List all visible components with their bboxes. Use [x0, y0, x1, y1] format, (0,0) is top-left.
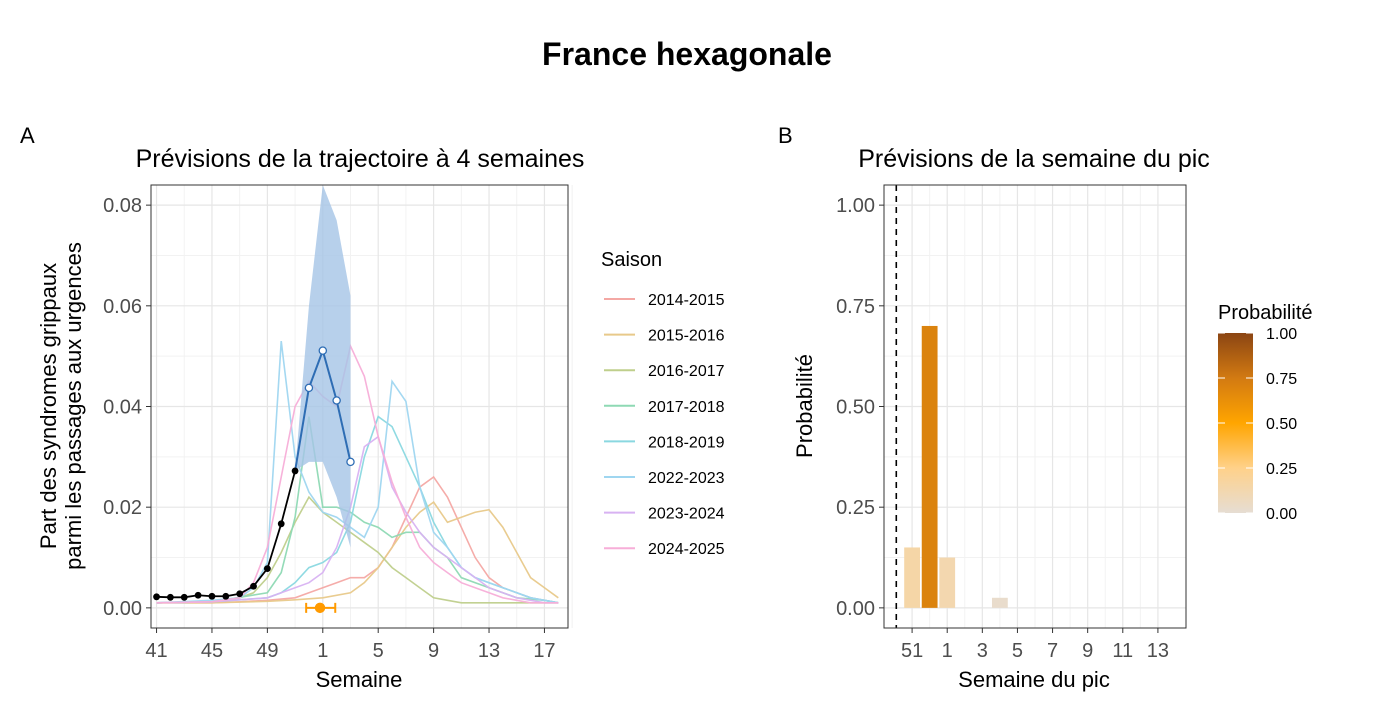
x-tick-label: 13	[478, 640, 500, 662]
panel-a-x-label: Semaine	[316, 667, 403, 692]
y-tick-label: 0.50	[836, 397, 875, 419]
legend-title: Saison	[601, 249, 662, 271]
panel-b: Prévisions de la semaine du pic 0.00 0.25…	[792, 145, 1210, 692]
colorbar-tick-label: 0.25	[1266, 461, 1297, 478]
observed-point	[166, 593, 174, 601]
panel-b-colorbar: Probabilité 1.00 0.75 0.50 0.25 0.00	[1218, 302, 1313, 523]
x-tick-label: 45	[201, 640, 223, 662]
observed-point	[180, 593, 188, 601]
forecast-point	[318, 346, 328, 355]
peak-week-bar	[939, 557, 956, 608]
season-line-2014-2015	[156, 475, 559, 604]
x-tick-label: 17	[533, 640, 555, 662]
y-tick-label: 0.06	[103, 296, 142, 318]
panel-a-x-axis: 41 45 49 1 5 9 13 17	[145, 628, 556, 662]
panel-letter-b: B	[778, 123, 793, 148]
peak-point	[314, 602, 326, 614]
y-tick-label: 0.04	[103, 397, 142, 419]
x-tick-label: 51	[901, 640, 923, 662]
season-line-2016-2017	[156, 495, 559, 604]
y-tick-label: 0.75	[836, 296, 875, 318]
x-tick-label: 9	[428, 640, 439, 662]
observed-point	[208, 592, 216, 600]
observed-point	[153, 593, 160, 601]
peak-week-bar	[904, 547, 920, 608]
observed-point	[277, 520, 285, 528]
y-tick-label: 0.25	[836, 497, 875, 519]
x-tick-label: 13	[1147, 640, 1169, 662]
legend-label: 2015-2016	[648, 328, 725, 345]
x-tick-label: 3	[977, 640, 988, 662]
observed-point	[263, 565, 271, 572]
forecast-point	[304, 383, 314, 393]
panel-letter-a: A	[20, 123, 35, 148]
colorbar-tick-label: 0.00	[1266, 506, 1297, 523]
observed-line	[156, 470, 296, 599]
colorbar-title: Probabilité	[1218, 302, 1313, 324]
observed-point	[291, 467, 299, 475]
legend-label: 2023-2024	[648, 506, 725, 523]
colorbar-ticks: 1.00 0.75 0.50 0.25 0.00	[1218, 326, 1297, 523]
season-line-2017-2018	[156, 416, 559, 604]
x-tick-label: 5	[373, 640, 384, 662]
panel-a-peak-estimate	[305, 602, 337, 614]
panel-a-y-label-line1: Part des syndromes grippaux	[36, 263, 61, 549]
x-tick-label: 7	[1047, 640, 1058, 662]
panel-b-y-axis: 0.00 0.25 0.50 0.75 1.00	[836, 195, 884, 620]
y-tick-label: 0.00	[103, 598, 142, 620]
legend-label: 2018-2019	[648, 434, 725, 451]
forecast-point	[346, 457, 355, 467]
panel-a-title: Prévisions de la trajectoire à 4 semaine…	[136, 145, 585, 173]
x-tick-label: 5	[1012, 640, 1023, 662]
panel-a-season-lines	[156, 340, 559, 604]
season-line-2018-2019	[156, 415, 559, 604]
legend-label: 2016-2017	[648, 363, 725, 380]
observed-point	[194, 591, 202, 599]
season-line-2024-2025	[156, 343, 559, 604]
season-line-2022-2023	[156, 340, 559, 604]
panel-b-title: Prévisions de la semaine du pic	[858, 145, 1210, 173]
observed-point	[250, 582, 257, 590]
y-tick-label: 0.08	[103, 195, 142, 217]
colorbar-tick-label: 1.00	[1266, 326, 1297, 343]
panel-b-y-label: Probabilité	[792, 354, 817, 458]
panel-a-legend: Saison 2014-2015 2015-2016 2016-2017 2017-2…	[601, 249, 725, 558]
figure-title: France hexagonale	[542, 36, 832, 72]
panel-a: Prévisions de la trajectoire à 4 semaine…	[36, 145, 584, 692]
x-tick-label: 1	[942, 640, 953, 662]
x-tick-label: 1	[317, 640, 328, 662]
y-tick-label: 0.00	[836, 598, 875, 620]
colorbar-tick-label: 0.75	[1266, 371, 1297, 388]
x-tick-label: 41	[145, 640, 167, 662]
y-tick-label: 1.00	[836, 195, 875, 217]
forecast-interval-band	[295, 185, 351, 548]
season-line-2015-2016	[156, 501, 559, 604]
colorbar-tick-label: 0.50	[1266, 416, 1297, 433]
legend-label: 2022-2023	[648, 470, 725, 487]
x-tick-label: 49	[256, 640, 278, 662]
panel-b-x-label: Semaine du pic	[958, 667, 1110, 692]
panel-a-y-axis: 0.00 0.02 0.04 0.06 0.08	[103, 195, 151, 620]
legend-label: 2014-2015	[648, 292, 725, 309]
panel-a-observed	[153, 467, 299, 601]
forecast-point	[332, 396, 341, 405]
y-tick-label: 0.02	[103, 497, 142, 519]
observed-point	[222, 592, 230, 600]
panel-a-y-label-line2: parmi les passages aux urgences	[61, 242, 86, 570]
panel-b-bars	[904, 325, 1008, 608]
x-tick-label: 11	[1112, 640, 1133, 662]
peak-week-bar	[921, 325, 938, 608]
legend-label: 2024-2025	[648, 541, 725, 558]
legend-label: 2017-2018	[648, 399, 725, 416]
panel-a-forecast	[294, 185, 355, 548]
x-tick-label: 9	[1082, 640, 1093, 662]
panel-a-major-grid	[151, 185, 568, 628]
peak-week-bar	[991, 597, 1008, 608]
observed-point	[236, 590, 244, 598]
panel-b-x-axis: 51 1 3 5 7 9 11 13	[901, 628, 1169, 662]
panel-b-major-grid	[884, 185, 1186, 628]
